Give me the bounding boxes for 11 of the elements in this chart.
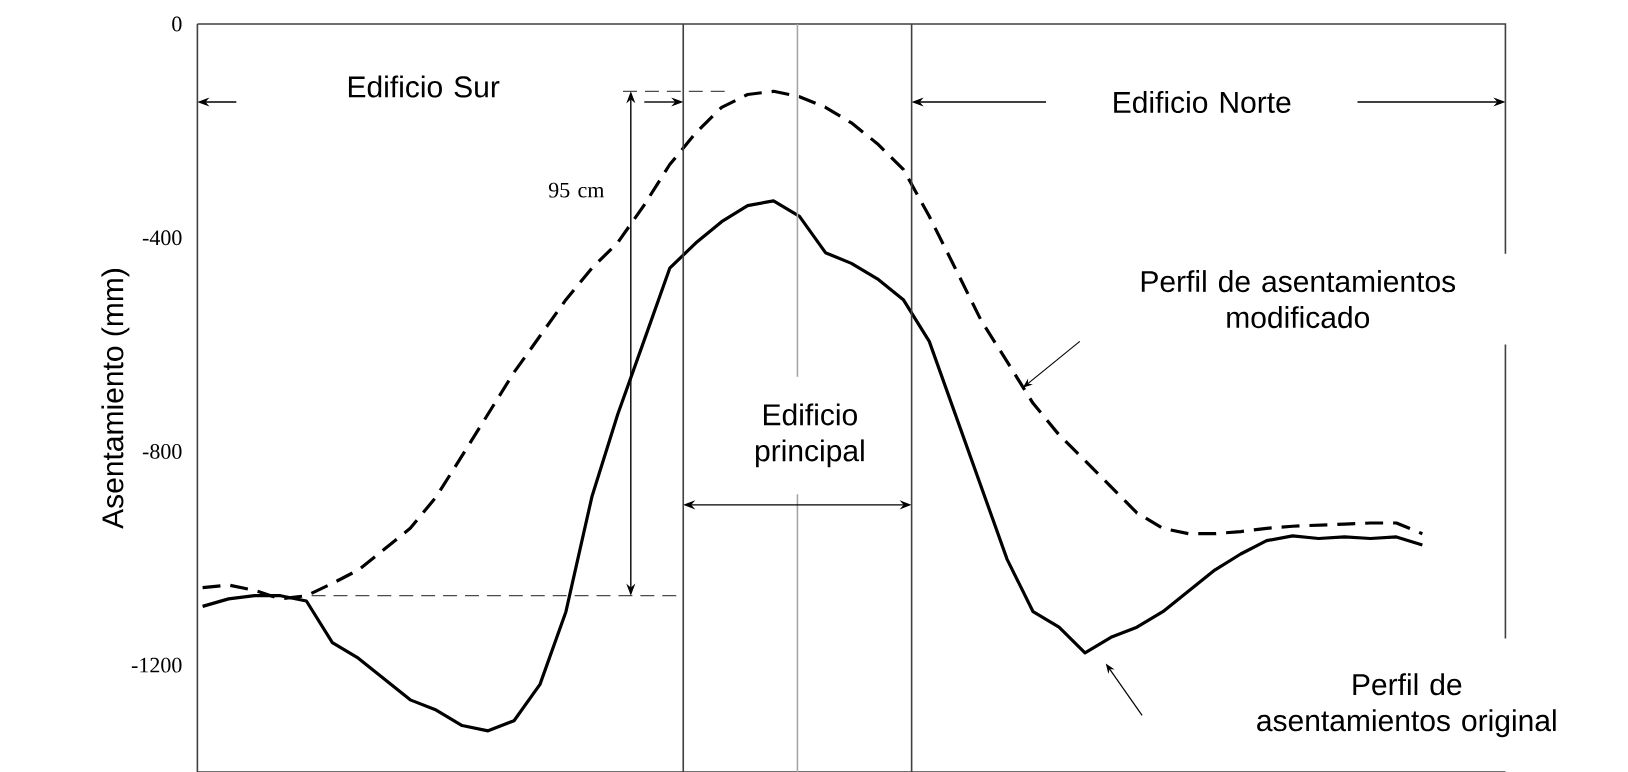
y-axis-title: Asentamiento (mm): [101, 269, 130, 529]
y-tick-label: -1200: [131, 657, 182, 673]
y-tick-label: -800: [142, 444, 182, 459]
annotation: Perfil de asentamientos original: [1257, 673, 1556, 738]
y-tick-label: -400: [142, 230, 182, 246]
annotation: Perfil de asentamientos modificado: [1141, 270, 1456, 329]
annotation: Edificio Norte: [1114, 90, 1291, 113]
annotation: Edificio Sur: [348, 75, 500, 98]
annotation: Edificio principal: [755, 403, 864, 468]
y-tick-label: 0: [172, 16, 182, 32]
annotation: 95 cm: [548, 182, 605, 198]
